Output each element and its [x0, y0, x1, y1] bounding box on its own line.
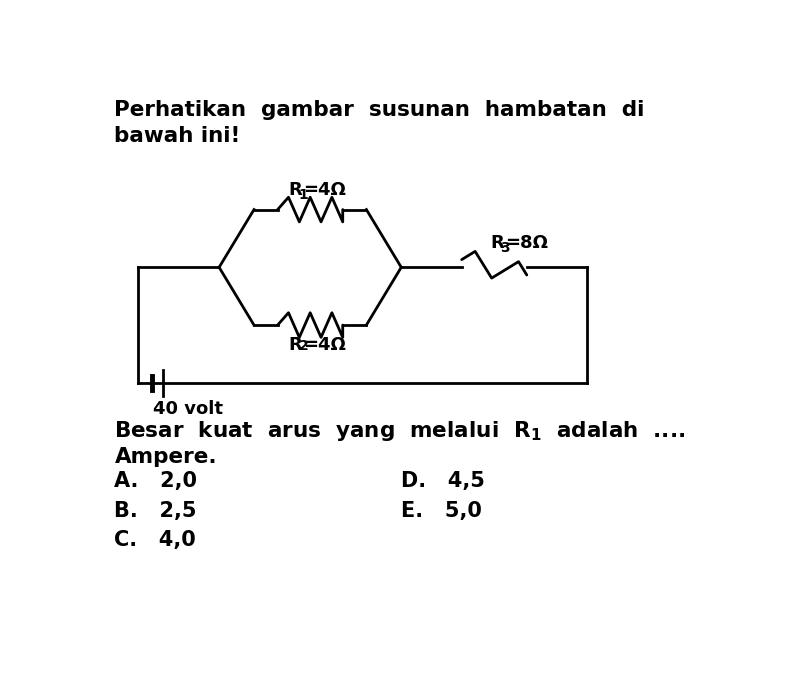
Text: R: R	[288, 180, 303, 198]
Text: bawah ini!: bawah ini!	[115, 126, 241, 146]
Text: R: R	[490, 234, 505, 252]
Text: =4Ω: =4Ω	[303, 336, 346, 354]
Text: Perhatikan  gambar  susunan  hambatan  di: Perhatikan gambar susunan hambatan di	[115, 100, 645, 120]
Text: A.   2,0: A. 2,0	[115, 471, 197, 491]
Text: 1: 1	[299, 188, 308, 202]
Text: E.   5,0: E. 5,0	[402, 500, 482, 520]
Text: =8Ω: =8Ω	[505, 234, 548, 252]
Text: 3: 3	[501, 241, 510, 255]
Text: C.   4,0: C. 4,0	[115, 530, 196, 550]
Text: D.   4,5: D. 4,5	[402, 471, 485, 491]
Text: Ampere.: Ampere.	[115, 447, 217, 467]
Text: 40 volt: 40 volt	[153, 400, 223, 418]
Text: B.   2,5: B. 2,5	[115, 500, 197, 520]
Text: Besar  kuat  arus  yang  melalui  $\mathregular{R_1}$  adalah  ....: Besar kuat arus yang melalui $\mathregul…	[115, 419, 686, 443]
Text: 2: 2	[299, 339, 308, 353]
Text: R: R	[288, 336, 303, 354]
Text: =4Ω: =4Ω	[303, 180, 346, 198]
